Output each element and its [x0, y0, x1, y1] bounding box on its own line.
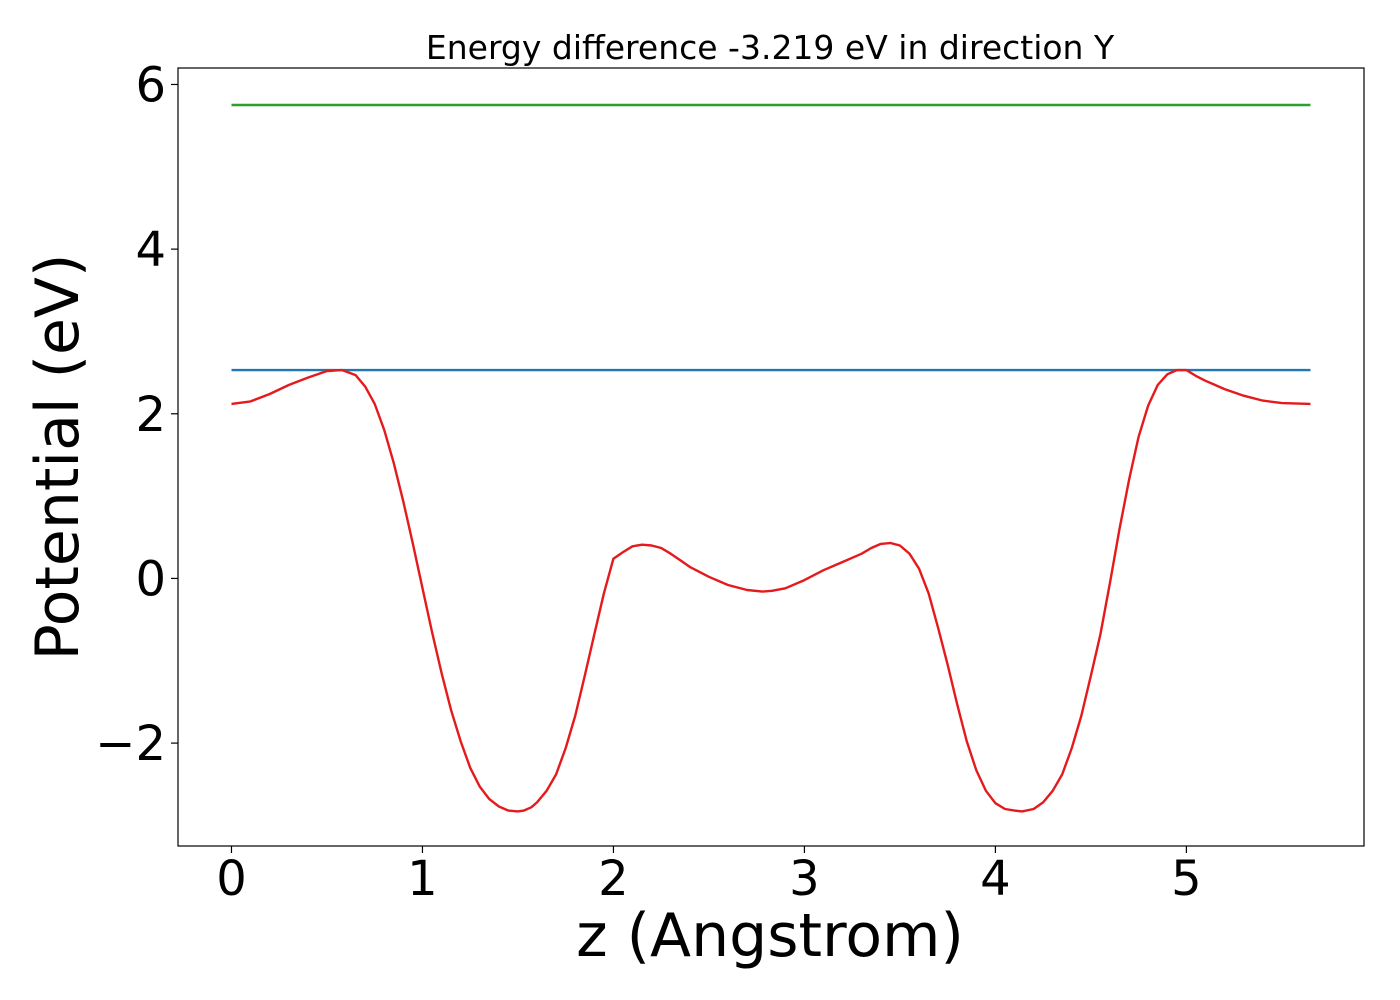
x-tick-label: 4 [980, 851, 1011, 907]
x-axis-label: z (Angstrom) [576, 901, 964, 971]
y-axis: −2 0 2 4 6 [95, 57, 178, 772]
chart-title: Energy difference -3.219 eV in direction… [426, 28, 1115, 67]
y-tick-label: 4 [135, 222, 166, 278]
y-axis-label: Potential (eV) [23, 254, 93, 661]
x-axis: 0 1 2 3 4 5 [216, 846, 1202, 907]
x-tick-label: 0 [216, 851, 247, 907]
series-line-3 [231, 368, 1311, 813]
x-tick-label: 3 [789, 851, 820, 907]
x-tick-label: 1 [407, 851, 438, 907]
x-tick-label: 5 [1171, 851, 1202, 907]
y-tick-label: 0 [135, 551, 166, 607]
plot-area [231, 103, 1311, 813]
plot-frame [177, 67, 1365, 847]
y-tick-label: −2 [95, 716, 166, 772]
y-tick-label: 2 [135, 387, 166, 443]
y-tick-label: 6 [135, 57, 166, 113]
x-tick-label: 2 [598, 851, 629, 907]
